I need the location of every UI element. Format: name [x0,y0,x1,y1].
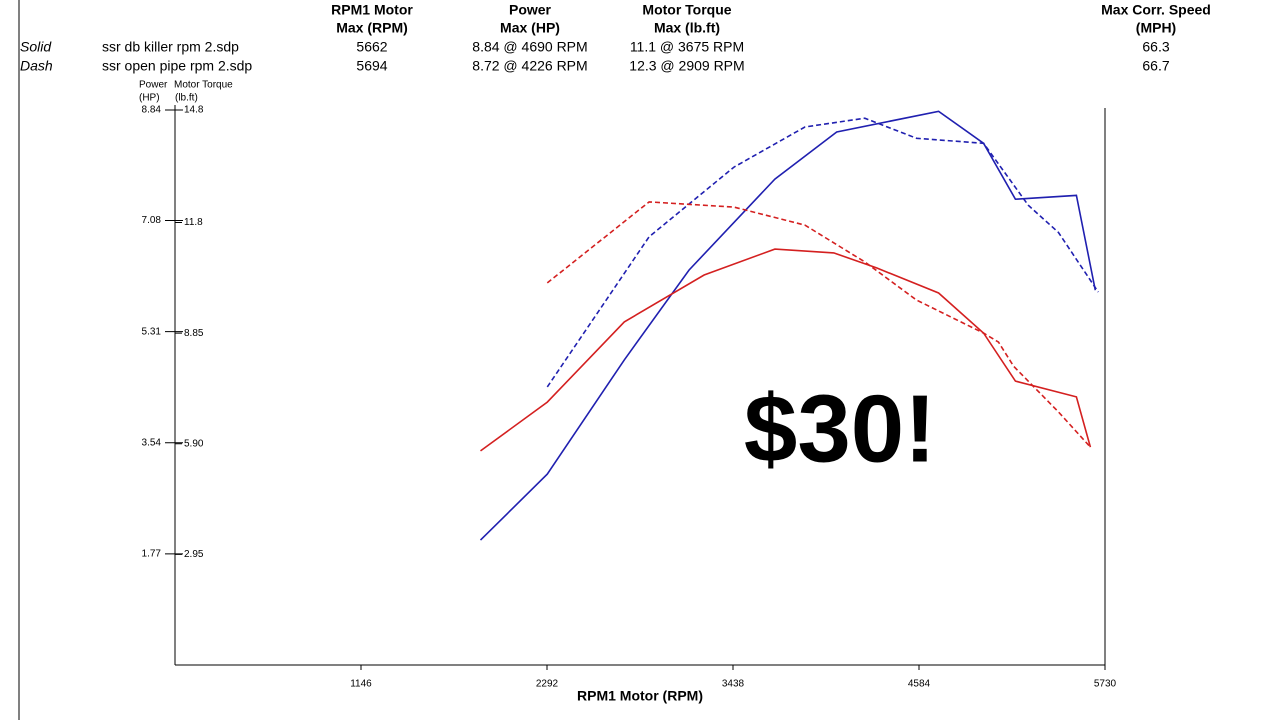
run-value: 12.3 @ 2909 RPM [629,58,744,74]
y2-axis-label: Motor Torque [174,80,233,91]
run-file: ssr open pipe rpm 2.sdp [102,58,252,74]
y-tick-label: 1.77 [142,549,162,560]
y2-tick-label: 5.90 [184,438,204,449]
y-tick-label: 8.84 [142,105,162,116]
y2-tick-label: 2.95 [184,549,204,560]
overlay-text: $30! [744,375,936,482]
column-header: Max (RPM) [336,20,408,36]
run-value: 66.7 [1142,58,1169,74]
run-value: 8.72 @ 4226 RPM [472,58,587,74]
column-header: Power [509,2,552,18]
y-tick-label: 3.54 [142,437,162,448]
x-tick-label: 5730 [1094,679,1117,690]
data-line [546,201,1091,448]
y-tick-label: 5.31 [142,326,162,337]
data-line [480,248,1092,452]
run-value: 5662 [356,39,387,55]
x-tick-label: 1146 [350,679,372,690]
column-header: Max (lb.ft) [654,20,720,36]
x-tick-label: 4584 [908,679,931,690]
data-line [546,117,1099,388]
y2-tick-label: 11.8 [184,217,203,228]
column-header: (MPH) [1136,20,1176,36]
y-axis-label: (HP) [139,93,160,104]
column-header: Motor Torque [642,2,731,18]
run-value: 5694 [356,58,387,74]
data-line [479,110,1097,541]
y2-axis-label: (lb.ft) [175,93,198,104]
column-header: RPM1 Motor [331,2,413,18]
run-file: ssr db killer rpm 2.sdp [102,39,239,55]
y-tick-label: 7.08 [142,215,162,226]
x-axis-label: RPM1 Motor (RPM) [577,688,703,704]
x-tick-label: 3438 [722,679,745,690]
run-value: 66.3 [1142,39,1169,55]
y2-tick-label: 8.85 [184,328,204,339]
y2-tick-label: 14.8 [184,105,204,116]
run-value: 8.84 @ 4690 RPM [472,39,587,55]
run-value: 11.1 @ 3675 RPM [630,39,744,55]
y-axis-label: Power [139,80,168,91]
run-style: Solid [20,39,52,55]
run-style: Dash [20,58,53,74]
x-tick-label: 2292 [536,679,559,690]
column-header: Max Corr. Speed [1101,2,1211,18]
column-header: Max (HP) [500,20,560,36]
